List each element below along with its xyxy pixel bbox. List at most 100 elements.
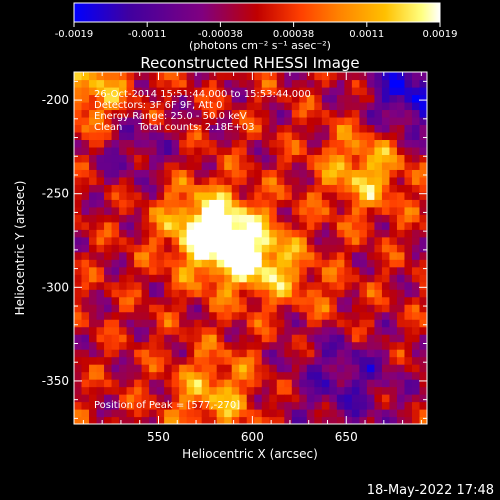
heatmap-cell	[224, 86, 233, 96]
heatmap-cell	[389, 116, 398, 126]
heatmap-cell	[396, 409, 406, 418]
heatmap-cell	[366, 416, 376, 424]
heatmap-cell	[329, 251, 338, 260]
heatmap-cell	[81, 251, 90, 260]
heatmap-cell	[254, 266, 263, 275]
heatmap-cell	[216, 146, 225, 155]
heatmap-cell	[336, 416, 345, 424]
heatmap-cell	[141, 124, 150, 133]
heatmap-cell	[246, 319, 255, 328]
heatmap-cell	[306, 371, 315, 380]
heatmap-cell	[276, 72, 285, 81]
heatmap-cell	[209, 304, 218, 313]
heatmap-cell	[179, 176, 188, 185]
heatmap-cell	[111, 199, 120, 208]
heatmap-cell	[179, 326, 188, 335]
heatmap-cell	[179, 86, 188, 96]
heatmap-cell	[111, 341, 120, 350]
heatmap-cell	[134, 379, 143, 388]
heatmap-cell	[156, 296, 165, 305]
heatmap-cell	[299, 109, 308, 118]
heatmap-cell	[374, 101, 383, 111]
heatmap-cell	[194, 274, 203, 283]
heatmap-cell	[186, 281, 195, 290]
heatmap-cell	[111, 409, 120, 418]
heatmap-cell	[306, 139, 315, 148]
heatmap-cell	[141, 236, 150, 245]
heatmap-cell	[194, 94, 203, 103]
heatmap-cell	[224, 109, 233, 118]
heatmap-cell	[404, 191, 413, 200]
heatmap-cell	[179, 364, 188, 373]
heatmap-cell	[336, 244, 345, 253]
heatmap-cell	[149, 386, 158, 395]
heatmap-cell	[141, 184, 150, 193]
heatmap-cell	[419, 161, 427, 170]
heatmap-cell	[216, 79, 225, 88]
heatmap-cell	[111, 311, 120, 320]
heatmap-cell	[201, 199, 210, 208]
heatmap-cell	[239, 386, 248, 395]
heatmap-cell	[404, 364, 413, 373]
heatmap-cell	[261, 356, 270, 365]
heatmap-cell	[89, 341, 98, 350]
heatmap-cell	[306, 334, 315, 343]
heatmap-cell	[276, 191, 285, 200]
heatmap-cell	[209, 416, 218, 424]
heatmap-cell	[119, 334, 128, 343]
heatmap-cell	[269, 199, 278, 208]
heatmap-cell	[419, 281, 427, 290]
heatmap-cell	[126, 221, 135, 230]
heatmap-cell	[164, 394, 173, 403]
heatmap-cell	[231, 401, 240, 410]
heatmap-cell	[89, 199, 98, 208]
heatmap-cell	[336, 251, 345, 260]
heatmap-cell	[291, 72, 300, 81]
heatmap-cell	[104, 371, 113, 380]
heatmap-cell	[344, 101, 353, 111]
heatmap-cell	[194, 416, 203, 424]
heatmap-cell	[104, 109, 113, 118]
heatmap-cell	[314, 199, 323, 208]
heatmap-cell	[411, 326, 421, 335]
heatmap-cell	[291, 124, 300, 133]
heatmap-cell	[336, 266, 345, 275]
heatmap-cell	[141, 386, 150, 395]
heatmap-cell	[164, 116, 173, 126]
heatmap-cell	[396, 236, 406, 245]
heatmap-cell	[149, 274, 158, 283]
heatmap-cell	[276, 124, 285, 133]
heatmap-cell	[404, 401, 413, 410]
heatmap-cell	[374, 72, 383, 81]
heatmap-cell	[201, 146, 210, 155]
heatmap-cell	[284, 289, 293, 298]
heatmap-cell	[209, 409, 218, 418]
heatmap-cell	[396, 191, 406, 200]
heatmap-cell	[389, 341, 398, 350]
heatmap-cell	[329, 266, 338, 275]
heatmap-cell	[201, 154, 210, 163]
heatmap-cell	[141, 199, 150, 208]
heatmap-cell	[374, 379, 383, 388]
heatmap-cell	[396, 274, 406, 283]
heatmap-cell	[209, 251, 218, 260]
heatmap-cell	[246, 371, 255, 380]
heatmap-cell	[216, 371, 225, 380]
colorbar-ticks: -0.0019 -0.0011 -0.00038 0.00038 0.0011 0.001…	[55, 22, 458, 40]
heatmap-cell	[224, 356, 233, 365]
heatmap-cell	[276, 319, 285, 328]
heatmap-cell	[179, 296, 188, 305]
heatmap-cell	[111, 281, 120, 290]
heatmap-cell	[254, 131, 263, 141]
heatmap-cell	[404, 79, 413, 88]
heatmap-cell	[351, 101, 361, 111]
heatmap-cell	[351, 72, 361, 81]
heatmap-cell	[276, 281, 285, 290]
heatmap-cell	[291, 79, 300, 88]
heatmap-cell	[81, 206, 90, 215]
heatmap-cell	[96, 221, 105, 230]
y-tick-label: -350	[42, 374, 69, 388]
heatmap-cell	[269, 349, 278, 358]
heatmap-cell	[246, 409, 255, 418]
heatmap-cell	[149, 124, 158, 133]
